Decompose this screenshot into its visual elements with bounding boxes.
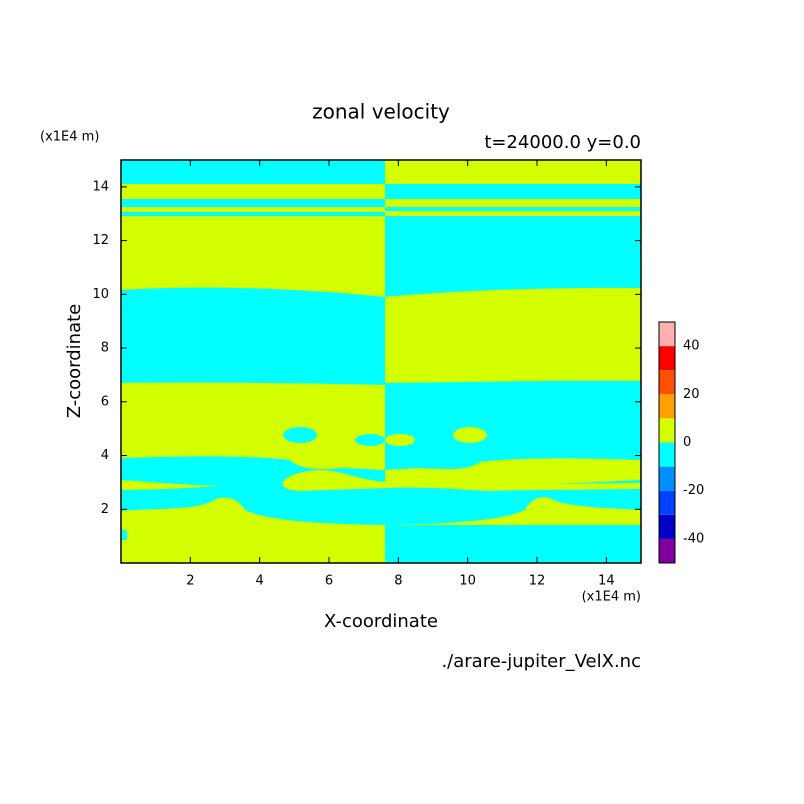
y-tick-label: 10 [92,287,109,302]
colorbar-band [659,322,675,347]
y-tick-label: 2 [101,502,109,517]
x-tick-label: 12 [529,574,546,589]
region [385,480,641,525]
x-tick-label: 10 [459,574,476,589]
x-unit: (x1E4 m) [582,590,641,605]
chart-title: zonal velocity [312,100,450,124]
region [121,212,385,216]
x-tick-label: 8 [394,574,402,589]
region [121,287,385,385]
colorbar-band [659,442,675,467]
colorbar-band [659,346,675,371]
x-tick-label: 4 [256,574,264,589]
colorbar-tick-label: -40 [683,531,704,546]
region [121,160,385,184]
plot-frame [120,159,642,564]
colorbar-tick-label: 0 [683,435,691,450]
colorbar-band [659,418,675,443]
region [453,427,487,443]
colorbar-band [659,514,675,539]
region [283,427,317,443]
region [121,199,385,207]
region [385,525,641,563]
region [385,380,641,470]
region [121,530,127,540]
colorbar-tick-label: -20 [683,483,704,498]
colorbar-tick-label: 40 [683,339,700,354]
colorbar-band [659,538,675,563]
x-axis-label: X-coordinate [324,611,438,632]
colorbar-band [659,394,675,419]
y-tick-label: 4 [101,448,109,463]
region [355,434,385,446]
y-tick-label: 6 [101,394,109,409]
y-axis-label: Z-coordinate [64,304,85,419]
region [121,456,385,525]
y-tick-label: 12 [92,233,109,248]
colorbar-tick-label: 20 [683,387,700,402]
chart-subtitle: t=24000.0 y=0.0 [484,132,641,153]
x-tick-label: 14 [598,574,615,589]
region [385,434,415,446]
region [385,216,641,297]
contour-field [121,160,641,563]
colorbar-band [659,490,675,515]
y-tick-label: 8 [101,341,109,356]
x-tick-label: 2 [186,574,194,589]
y-unit: (x1E4 m) [40,130,99,145]
region [385,184,641,199]
colorbar-band [659,370,675,395]
y-tick-label: 14 [92,179,109,194]
colorbar-band [659,466,675,491]
colorbar-frame [658,321,676,564]
region [385,207,641,211]
x-tick-label: 6 [325,574,333,589]
source-label: ./arare-jupiter_VelX.nc [441,651,641,672]
